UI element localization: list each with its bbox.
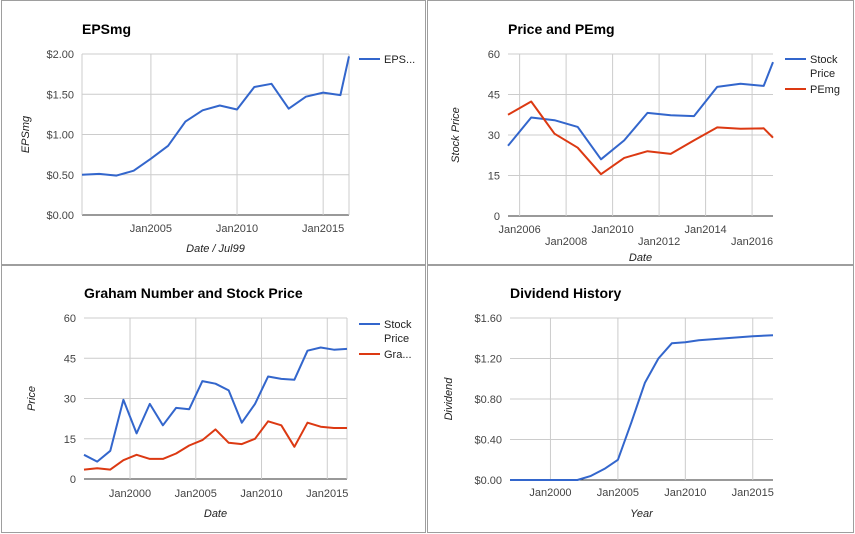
- y-tick-label: $1.60: [474, 313, 502, 325]
- y-tick-label: 30: [488, 130, 500, 142]
- x-tick-label: Jan2015: [306, 488, 348, 500]
- x-tick-label: Jan2000: [529, 487, 571, 499]
- series-line: [83, 420, 347, 471]
- y-tick-label: $0.50: [46, 170, 74, 182]
- legend-label: PEmg: [810, 84, 840, 96]
- y-tick-label: $1.20: [474, 354, 502, 366]
- x-tick-label: Jan2010: [591, 224, 633, 236]
- x-axis-label: Date / Jul99: [186, 243, 245, 255]
- x-tick-label: Jan2012: [638, 236, 680, 248]
- y-tick-label: 45: [488, 90, 500, 102]
- x-axis-label: Year: [630, 508, 654, 520]
- graham-price-chart: Graham Number and Stock Price 0 15 30 45 60 Ja…: [26, 285, 412, 520]
- y-tick-label: $0.80: [474, 394, 502, 406]
- graham-price-chart-panel: Graham Number and Stock Price 0 15 30 45 60 Ja…: [1, 265, 426, 533]
- y-axis-label: Dividend: [443, 377, 455, 421]
- price-pe-chart: Price and PEmg 0 15 30 45 60 Jan2006 Jan2008 Jan…: [450, 21, 840, 264]
- y-tick-label: 15: [488, 171, 500, 183]
- y-tick-label: 45: [64, 353, 76, 365]
- y-tick-label: 60: [64, 313, 76, 325]
- y-tick-label: $0.00: [474, 475, 502, 487]
- x-tick-label: Jan2005: [175, 488, 217, 500]
- dividend-history-chart: Dividend History $0.00 $0.40 $0.80 $1.20 $1.6…: [443, 285, 774, 520]
- y-tick-label: 15: [64, 434, 76, 446]
- eps-chart-panel: EPSmg $0.00 $0.50 $1.00 $1.50 $2.00 Jan2005 Jan…: [1, 0, 426, 265]
- eps-chart: EPSmg $0.00 $0.50 $1.00 $1.50 $2.00 Jan2005 Jan…: [20, 21, 415, 255]
- series-line: [507, 61, 774, 161]
- x-tick-label: Jan2015: [302, 223, 344, 235]
- y-tick-label: 30: [64, 394, 76, 406]
- y-tick-label: $0.00: [46, 210, 74, 222]
- legend-label: EPS...: [384, 54, 415, 66]
- legend-label: Price: [384, 333, 409, 345]
- y-axis-label: Stock Price: [450, 107, 462, 163]
- legend-label: Stock: [810, 54, 838, 66]
- y-tick-label: 60: [488, 49, 500, 61]
- y-axis-label: EPSmg: [20, 115, 32, 153]
- series-line: [507, 100, 774, 176]
- price-pe-chart-panel: Price and PEmg 0 15 30 45 60 Jan2006 Jan2008 Jan…: [427, 0, 854, 265]
- x-axis-label: Date: [629, 252, 652, 264]
- chart-title: Graham Number and Stock Price: [84, 285, 303, 301]
- x-tick-label: Jan2015: [732, 487, 774, 499]
- legend-label: Stock: [384, 319, 412, 331]
- y-tick-label: $1.50: [46, 89, 74, 101]
- dividend-chart-panel: Dividend History $0.00 $0.40 $0.80 $1.20 $1.6…: [427, 265, 854, 533]
- x-tick-label: Jan2005: [130, 223, 172, 235]
- series-line: [83, 346, 348, 463]
- legend-label: Price: [810, 68, 835, 80]
- chart-title: EPSmg: [82, 21, 131, 37]
- x-tick-label: Jan2010: [216, 223, 258, 235]
- x-tick-label: Jan2008: [545, 236, 587, 248]
- x-tick-label: Jan2010: [240, 488, 282, 500]
- x-tick-label: Jan2006: [499, 224, 541, 236]
- legend-label: Gra...: [384, 349, 412, 361]
- x-tick-label: Jan2016: [731, 236, 773, 248]
- chart-title: Dividend History: [510, 285, 621, 301]
- series-line: [510, 334, 774, 481]
- x-axis-label: Date: [204, 508, 227, 520]
- y-tick-label: 0: [494, 211, 500, 223]
- x-tick-label: Jan2010: [664, 487, 706, 499]
- y-tick-label: $0.40: [474, 435, 502, 447]
- x-tick-label: Jan2014: [684, 224, 726, 236]
- chart-title: Price and PEmg: [508, 21, 615, 37]
- y-tick-label: $1.00: [46, 130, 74, 142]
- x-tick-label: Jan2005: [597, 487, 639, 499]
- y-tick-label: 0: [70, 474, 76, 486]
- x-tick-label: Jan2000: [109, 488, 151, 500]
- series-line: [81, 56, 350, 177]
- y-tick-label: $2.00: [46, 49, 74, 61]
- y-axis-label: Price: [26, 386, 38, 411]
